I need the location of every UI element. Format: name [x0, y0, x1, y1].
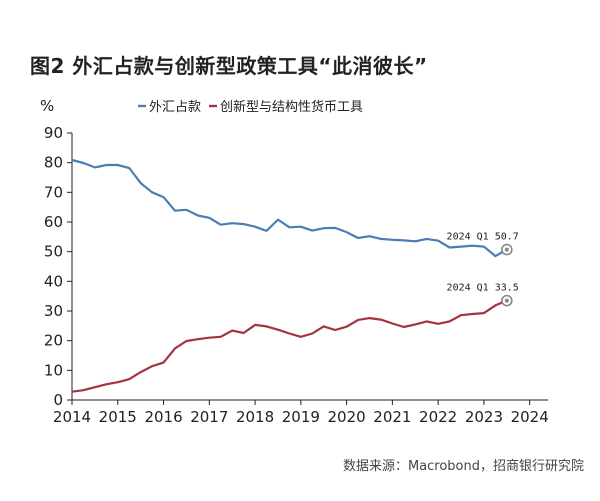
- x-tick-label: 2022: [419, 408, 457, 426]
- x-axis: 2014 2015 2016 2017 2018 2019 2020 2021 2022 2023…: [53, 399, 549, 426]
- x-tick-label: 2021: [373, 408, 411, 426]
- x-tick-label: 2015: [99, 408, 137, 426]
- x-tick-label: 2023: [465, 408, 503, 426]
- x-tick-label: 2024: [511, 408, 549, 426]
- x-tick-label: 2016: [144, 408, 182, 426]
- x-tick-label: 2018: [236, 408, 274, 426]
- y-axis-unit: %: [40, 97, 54, 115]
- y-tick-label: 10: [44, 361, 63, 379]
- legend-label: 外汇占款: [149, 100, 201, 115]
- x-tick-label: 2017: [190, 408, 228, 426]
- x-tick-label: 2019: [282, 408, 320, 426]
- series-line-foreign-exchange: [71, 158, 508, 258]
- y-tick-label: 20: [44, 332, 63, 350]
- y-tick-label: 70: [44, 183, 63, 201]
- series-line-innovative-tools: [71, 299, 508, 393]
- legend-label: 创新型与结构性货币工具: [220, 99, 363, 115]
- y-tick-label: 30: [44, 302, 63, 320]
- annotation-label: 2024 Q1 33.5: [447, 283, 519, 294]
- y-tick-label: 40: [44, 272, 63, 290]
- y-tick-label: 60: [44, 213, 63, 231]
- x-tick-label: 2014: [53, 408, 91, 426]
- y-tick-label: 50: [44, 243, 63, 261]
- end-point-marker-dot: [504, 298, 509, 303]
- x-tick-label: 2020: [328, 408, 366, 426]
- y-axis: % 0 10 20 30 40 50 60 70 80 90: [40, 97, 73, 409]
- end-point-marker-dot: [504, 247, 509, 252]
- series-layer: [71, 158, 508, 393]
- annotation-label: 2024 Q1 50.7: [447, 232, 519, 243]
- chart-legend: 外汇占款 创新型与结构性货币工具: [138, 99, 363, 115]
- y-tick-label: 80: [44, 154, 63, 172]
- y-tick-label: 0: [53, 391, 63, 409]
- figure-title: 图2 外汇占款与创新型政策工具“此消彼长”: [30, 54, 428, 78]
- source-note: 数据来源：Macrobond，招商银行研究院: [342, 459, 584, 474]
- y-tick-label: 90: [44, 124, 63, 142]
- annotation-layer: 2024 Q1 50.7 2024 Q1 33.5: [447, 232, 519, 307]
